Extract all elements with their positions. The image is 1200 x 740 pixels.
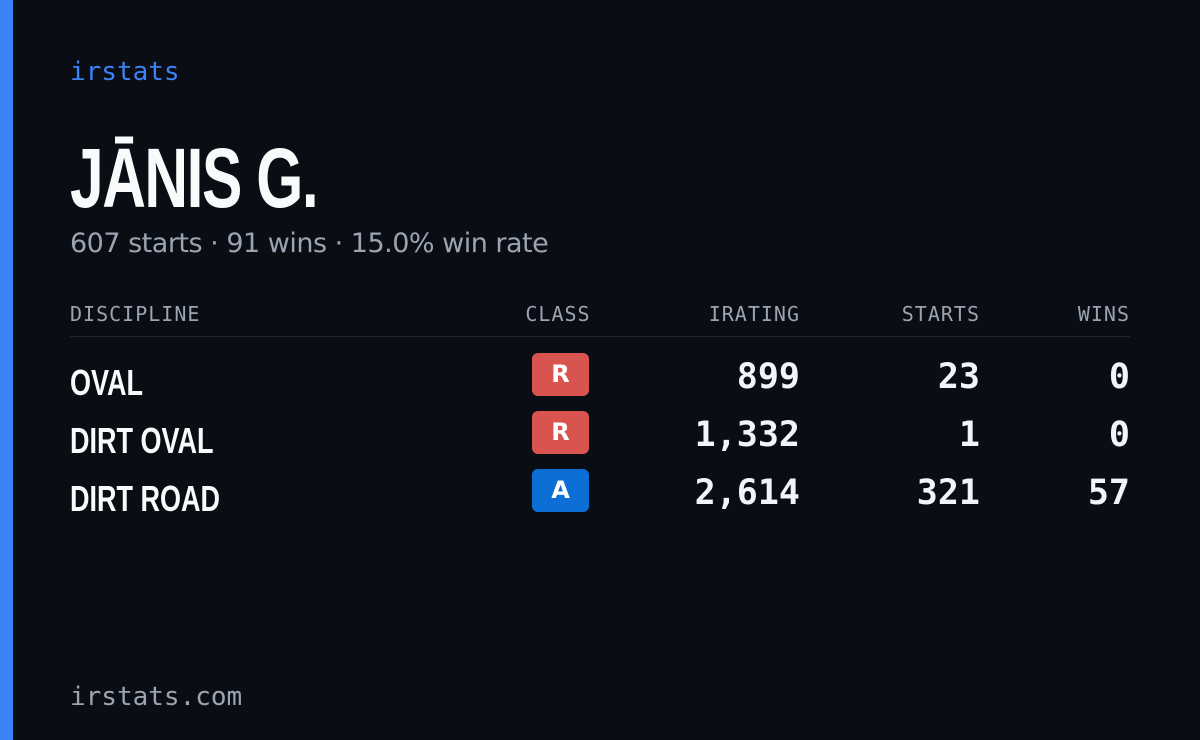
header-starts: STARTS bbox=[901, 302, 980, 326]
row-wins: 0 bbox=[1108, 415, 1130, 455]
discipline-stats-table: DISCIPLINE CLASS IRATING STARTS WINS OVA… bbox=[70, 298, 1130, 525]
row-irating: 899 bbox=[736, 357, 800, 397]
row-wins: 57 bbox=[1087, 473, 1130, 513]
class-badge: R bbox=[532, 411, 589, 454]
header-class: CLASS bbox=[525, 302, 591, 326]
row-starts: 321 bbox=[916, 473, 980, 513]
row-starts: 1 bbox=[958, 415, 980, 455]
brand-logo-text: irstats bbox=[70, 57, 180, 87]
row-discipline: DIRT ROAD bbox=[70, 478, 220, 519]
row-discipline: DIRT OVAL bbox=[70, 420, 214, 461]
row-starts: 23 bbox=[937, 357, 980, 397]
footer-site-link[interactable]: irstats.com bbox=[70, 682, 243, 712]
row-irating: 1,332 bbox=[694, 415, 800, 455]
table-body: OVAL R 899 23 0 DIRT OVAL R 1,332 1 0 DI… bbox=[70, 337, 1130, 525]
row-irating: 2,614 bbox=[694, 473, 800, 513]
table-row: DIRT ROAD A 2,614 321 57 bbox=[70, 467, 1130, 525]
table-header: DISCIPLINE CLASS IRATING STARTS WINS bbox=[70, 298, 1130, 337]
table-row: DIRT OVAL R 1,332 1 0 bbox=[70, 409, 1130, 467]
header-irating: IRATING bbox=[708, 302, 800, 326]
header-wins: WINS bbox=[1077, 302, 1130, 326]
row-discipline: OVAL bbox=[70, 362, 144, 403]
header-discipline: DISCIPLINE bbox=[70, 302, 201, 326]
row-wins: 0 bbox=[1108, 357, 1130, 397]
accent-bar bbox=[0, 0, 13, 740]
class-badge: R bbox=[532, 353, 589, 396]
class-badge: A bbox=[532, 469, 589, 512]
table-row: OVAL R 899 23 0 bbox=[70, 351, 1130, 409]
driver-summary: 607 starts · 91 wins · 15.0% win rate bbox=[70, 228, 549, 259]
driver-name: JĀNIS G. bbox=[70, 131, 319, 225]
